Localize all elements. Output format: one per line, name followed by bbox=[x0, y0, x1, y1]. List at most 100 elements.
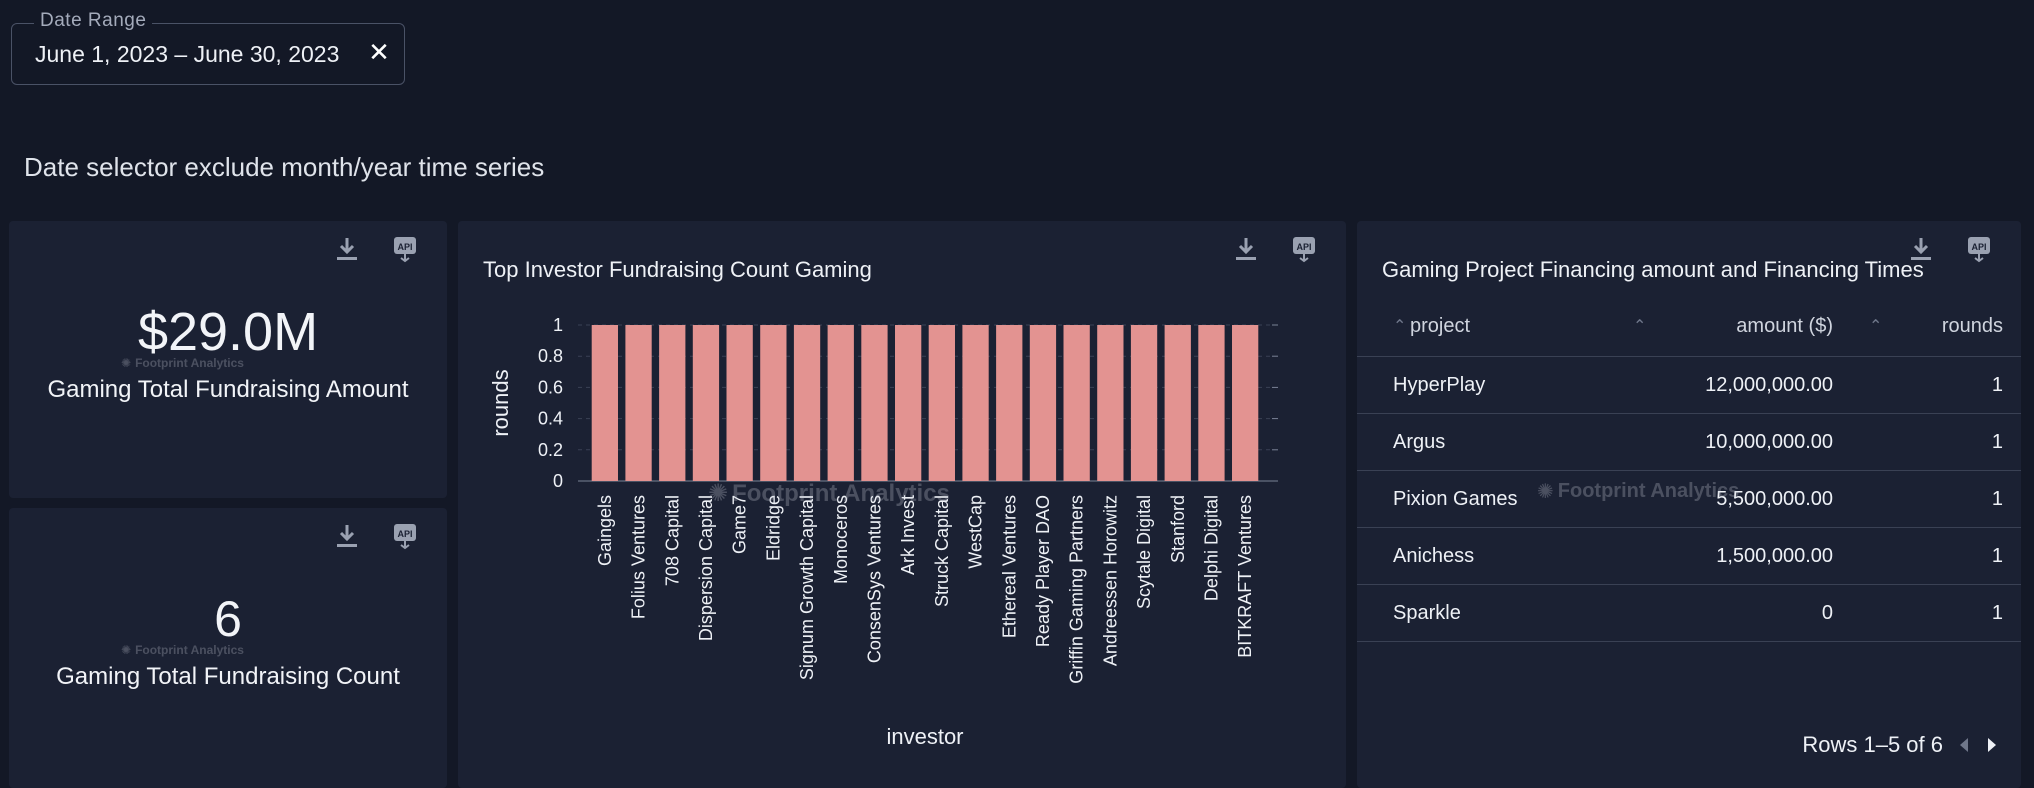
cell-project: Sparkle bbox=[1393, 601, 1461, 624]
api-icon[interactable]: API bbox=[391, 235, 419, 263]
prev-page-icon[interactable] bbox=[1957, 736, 1971, 754]
date-range-label: Date Range bbox=[34, 10, 153, 32]
cell-amount: 10,000,000.00 bbox=[1705, 430, 1833, 453]
x-tick-label: Gaingels bbox=[595, 495, 615, 566]
x-tick-label: Eldridge bbox=[763, 495, 783, 561]
bar bbox=[1164, 325, 1191, 481]
bar bbox=[1097, 325, 1124, 481]
x-tick-label: Ark Invest bbox=[898, 495, 918, 575]
x-tick-label: Ethereal Ventures bbox=[999, 495, 1019, 638]
bar bbox=[625, 325, 652, 481]
watermark: ✺ Footprint Analytics bbox=[708, 479, 950, 508]
footprint-logo-icon: ✺ bbox=[708, 480, 729, 507]
table-row[interactable]: Pixion Games 5,500,000.00 1 bbox=[1357, 471, 2021, 528]
bar bbox=[760, 325, 787, 481]
x-tick-label: Signum Growth Capital bbox=[797, 495, 817, 680]
cell-rounds: 1 bbox=[1991, 544, 2003, 567]
cell-amount: 5,500,000.00 bbox=[1716, 487, 1833, 510]
pagination-text: Rows 1–5 of 6 bbox=[1802, 732, 1943, 757]
y-tick-label: 0.6 bbox=[538, 377, 563, 397]
table-row[interactable]: Argus 10,000,000.00 1 bbox=[1357, 414, 2021, 471]
sort-caret-icon[interactable]: ⌃ bbox=[1633, 318, 1647, 335]
cell-project: Argus bbox=[1393, 430, 1446, 453]
cell-amount: 0 bbox=[1821, 601, 1833, 624]
sort-caret-icon[interactable]: ⌃ bbox=[1393, 318, 1407, 335]
chart-title: Top Investor Fundraising Count Gaming bbox=[483, 257, 872, 282]
kpi-value: 6 bbox=[214, 591, 242, 647]
kpi-label: Gaming Total Fundraising Amount bbox=[47, 376, 409, 403]
svg-text:API: API bbox=[397, 529, 412, 539]
x-tick-label: Delphi Digital bbox=[1201, 495, 1221, 601]
section-description: Date selector exclude month/year time se… bbox=[24, 152, 545, 182]
table-header: ⌃ project ⌃ amount ($) ⌃ rounds bbox=[1357, 296, 2021, 357]
x-tick-label: 708 Capital bbox=[662, 495, 682, 586]
bar bbox=[861, 325, 888, 481]
y-tick-label: 0.2 bbox=[538, 440, 563, 460]
cell-amount: 12,000,000.00 bbox=[1705, 373, 1833, 396]
svg-text:API: API bbox=[1296, 242, 1311, 252]
table-row[interactable]: Anichess 1,500,000.00 1 bbox=[1357, 528, 2021, 585]
bar bbox=[1063, 325, 1090, 481]
cell-rounds: 1 bbox=[1991, 430, 2003, 453]
footprint-logo-icon: ✺ bbox=[121, 356, 132, 370]
x-tick-label: Scytale Digital bbox=[1134, 495, 1154, 609]
x-tick-label: Dispersion Capital bbox=[696, 495, 716, 641]
sort-caret-icon[interactable]: ⌃ bbox=[1869, 318, 1883, 335]
x-tick-label: BITKRAFT Ventures bbox=[1235, 495, 1255, 658]
bar bbox=[1029, 325, 1057, 481]
api-icon[interactable]: API bbox=[391, 522, 419, 550]
table-title: Gaming Project Financing amount and Fina… bbox=[1382, 257, 1924, 282]
bar bbox=[962, 325, 989, 481]
cell-rounds: 1 bbox=[1991, 373, 2003, 396]
download-icon[interactable] bbox=[1232, 235, 1260, 263]
bar bbox=[1130, 325, 1158, 481]
cell-project: HyperPlay bbox=[1393, 373, 1486, 396]
x-tick-label: Monoceros bbox=[831, 495, 851, 584]
x-tick-label: Game7 bbox=[730, 495, 750, 554]
download-icon[interactable] bbox=[1907, 235, 1935, 263]
api-icon[interactable]: API bbox=[1290, 235, 1318, 263]
cell-rounds: 1 bbox=[1991, 487, 2003, 510]
close-icon[interactable]: ✕ bbox=[368, 37, 390, 67]
download-icon[interactable] bbox=[333, 235, 361, 263]
cell-project: Anichess bbox=[1393, 544, 1475, 567]
bar-chart: 0 0.2 0.4 0.6 0.8 1 Gaingels Folius Ventures 708… bbox=[488, 315, 1278, 749]
svg-text:API: API bbox=[397, 242, 412, 252]
bar bbox=[591, 325, 618, 481]
table-card: API Gaming Project Financing amount and … bbox=[1357, 221, 2021, 788]
x-tick-label: Struck Capital bbox=[932, 495, 952, 607]
pagination: Rows 1–5 of 6 bbox=[1802, 732, 1999, 758]
footprint-logo-icon: ✺ bbox=[1537, 481, 1554, 503]
date-range-value[interactable]: June 1, 2023 – June 30, 2023 bbox=[35, 41, 340, 67]
bar bbox=[996, 325, 1023, 481]
column-header-project[interactable]: project bbox=[1410, 314, 1471, 337]
bar bbox=[1232, 325, 1259, 481]
x-tick-label: Andreessen Horowitz bbox=[1100, 495, 1120, 666]
date-range-filter[interactable]: Date Range June 1, 2023 – June 30, 2023 … bbox=[11, 10, 405, 85]
svg-text:API: API bbox=[1971, 242, 1986, 252]
kpi-card-count: API 6 ✺ Footprint Analytics Gaming Total … bbox=[9, 508, 447, 788]
x-tick-label: Folius Ventures bbox=[629, 495, 649, 619]
x-tick-label: Stanford bbox=[1168, 495, 1188, 563]
kpi-label: Gaming Total Fundraising Count bbox=[56, 663, 400, 690]
x-tick-label: WestCap bbox=[966, 495, 986, 569]
cell-rounds: 1 bbox=[1991, 601, 2003, 624]
y-tick-label: 1 bbox=[553, 315, 563, 335]
download-icon[interactable] bbox=[333, 522, 361, 550]
x-tick-label: ConsenSys Ventures bbox=[864, 495, 884, 663]
table-row[interactable]: HyperPlay 12,000,000.00 1 bbox=[1357, 357, 2021, 414]
watermark: ✺ Footprint Analytics bbox=[121, 356, 244, 370]
next-page-icon[interactable] bbox=[1985, 736, 1999, 754]
watermark: ✺ Footprint Analytics bbox=[1537, 480, 1740, 503]
api-icon[interactable]: API bbox=[1965, 235, 1993, 263]
bar bbox=[793, 325, 821, 481]
table-row[interactable]: Sparkle 0 1 bbox=[1357, 585, 2021, 642]
column-header-rounds[interactable]: rounds bbox=[1941, 314, 2003, 337]
column-header-amount[interactable]: amount ($) bbox=[1736, 314, 1833, 337]
bar bbox=[827, 325, 854, 481]
y-axis-title: rounds bbox=[488, 369, 513, 436]
kpi-card-amount: API $29.0M ✺ Footprint Analytics Gaming T… bbox=[9, 221, 447, 498]
y-tick-label: 0.4 bbox=[538, 409, 563, 429]
y-tick-label: 0.8 bbox=[538, 346, 563, 366]
bar bbox=[928, 325, 955, 481]
